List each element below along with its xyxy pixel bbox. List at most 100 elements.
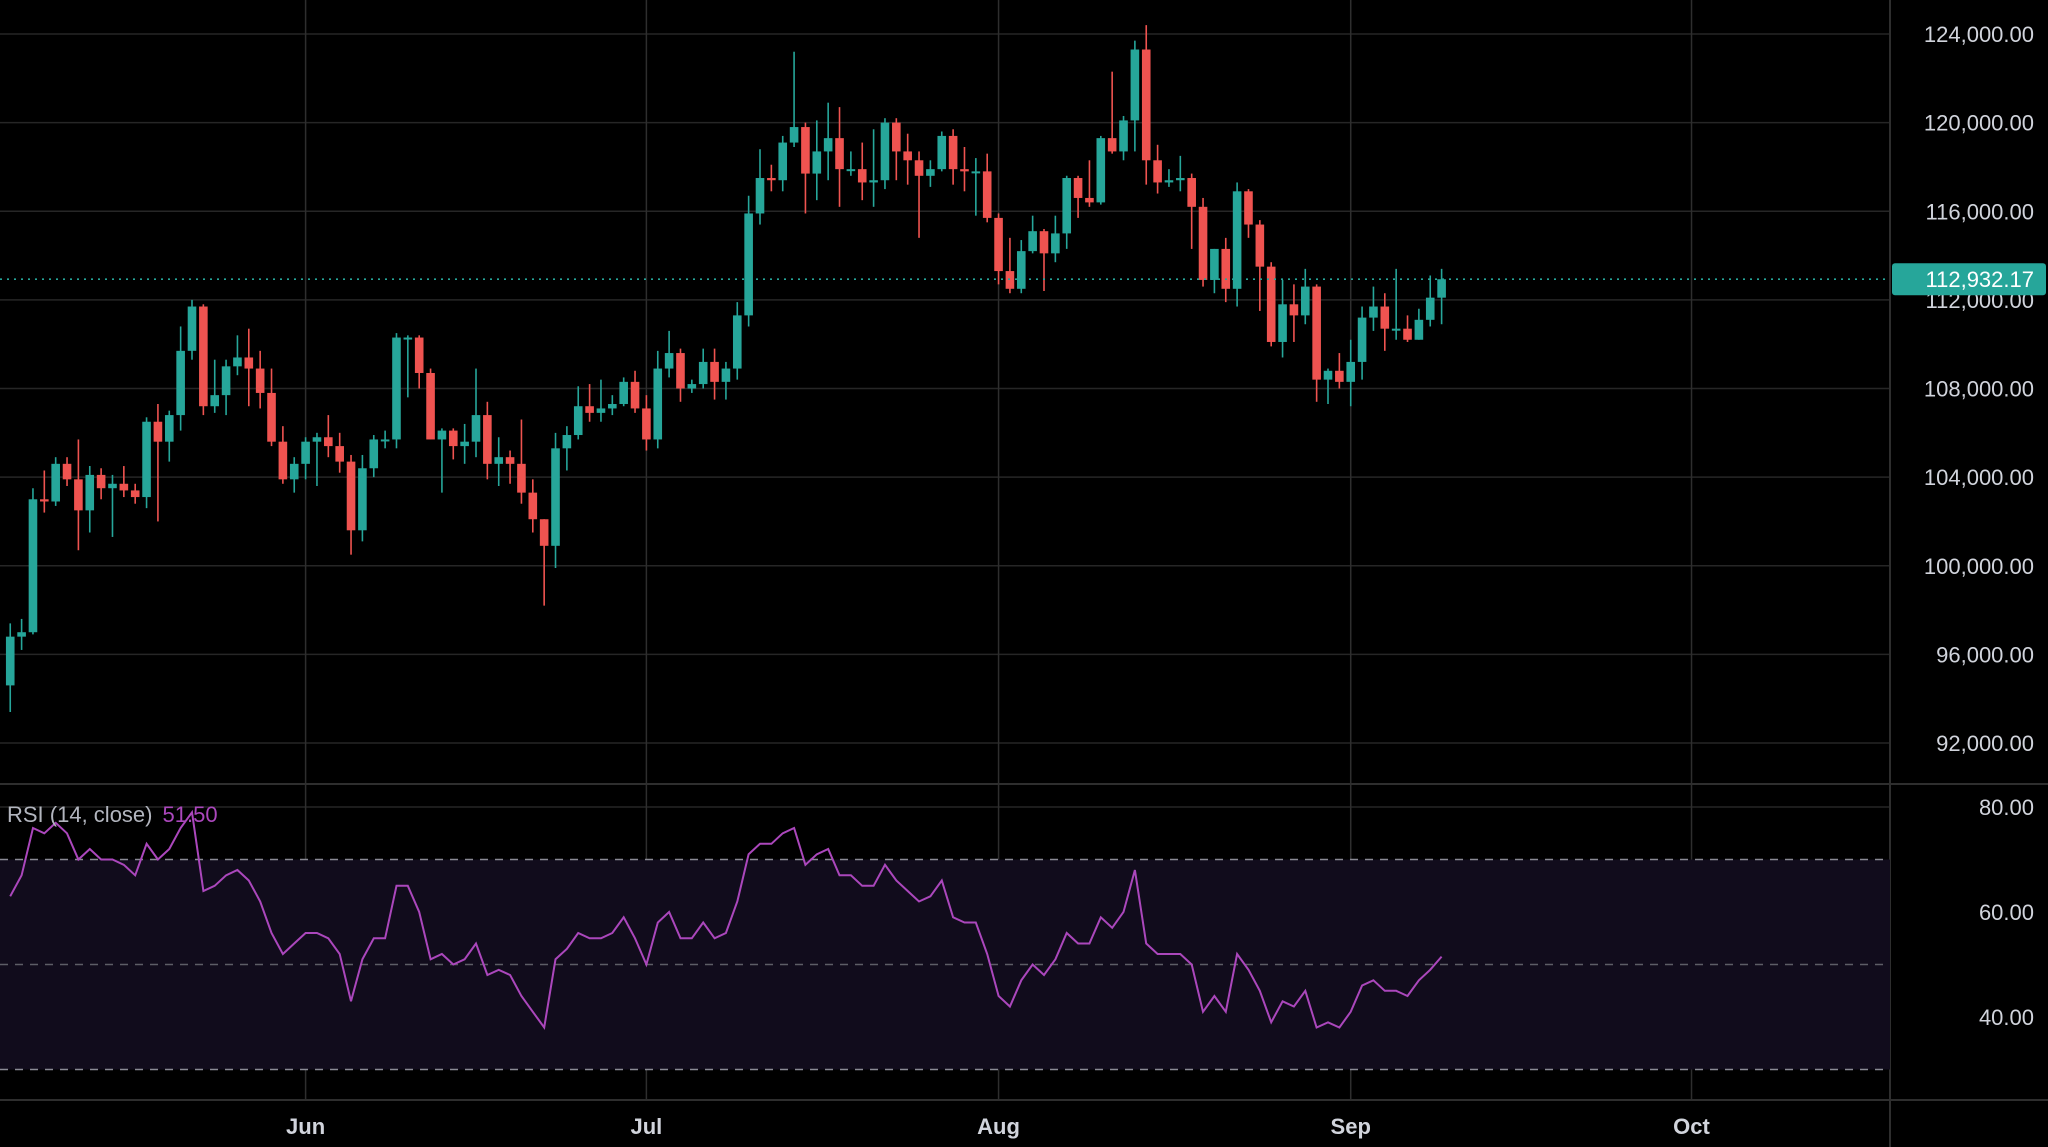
rsi-band (0, 858, 1890, 1071)
time-tick-label: Aug (977, 1114, 1020, 1139)
candle (142, 417, 151, 509)
rsi-title: RSI (14, close) (7, 802, 153, 827)
candle-body (687, 384, 697, 389)
candle-body (1028, 231, 1037, 252)
candle-body (823, 138, 833, 152)
candle-body (642, 408, 651, 440)
candle-body (1176, 178, 1185, 181)
candle-body (403, 337, 413, 340)
candle (505, 450, 515, 484)
candle-body (1357, 317, 1367, 362)
candle (130, 483, 140, 504)
price-tick-label: 100,000.00 (1924, 554, 2034, 579)
candle-body (1300, 286, 1310, 316)
candle (869, 129, 878, 207)
time-tick-label: Sep (1331, 1114, 1371, 1139)
candle-body (1425, 297, 1435, 320)
candle-body (301, 441, 310, 464)
candle-body (1380, 306, 1390, 329)
candle-body (108, 483, 117, 489)
candle-body (267, 392, 276, 442)
candle (1028, 215, 1037, 254)
candle (812, 120, 822, 201)
candle (96, 468, 106, 500)
candle-body (608, 404, 617, 409)
candle-body (1369, 306, 1378, 318)
candle-body (483, 415, 492, 464)
candle-body (948, 135, 958, 170)
candle-body (1141, 49, 1151, 161)
time-tick-label: Oct (1673, 1114, 1710, 1139)
candle-body (1062, 178, 1072, 234)
candle-body (971, 171, 981, 174)
candle (823, 102, 833, 181)
candle (1403, 315, 1412, 342)
candle (880, 118, 890, 190)
candle (233, 335, 242, 376)
candle-body (835, 138, 844, 170)
candle (948, 129, 958, 185)
candle (835, 107, 844, 207)
time-axis[interactable]: Jun Jul Aug Sep Oct (286, 1114, 1710, 1139)
rsi-axis[interactable]: 80.00 60.00 40.00 (1979, 795, 2034, 1030)
candle (1278, 279, 1287, 358)
candle-body (1039, 231, 1049, 254)
candle (403, 335, 413, 398)
candle (244, 328, 254, 407)
candle (562, 426, 572, 471)
candle (1266, 262, 1276, 347)
candle (1176, 155, 1185, 192)
candle-body (1164, 180, 1174, 183)
candle-body (1221, 248, 1231, 289)
candle-body (1130, 49, 1140, 121)
price-axis[interactable]: 124,000.00120,000.00116,000.00112,000.00… (1892, 22, 2046, 756)
candle-body (1278, 304, 1287, 342)
candle-body (744, 213, 753, 316)
candle-body (278, 441, 288, 480)
candle-body (1210, 248, 1219, 280)
candle-body (187, 306, 197, 351)
candle (596, 379, 606, 422)
candle-body (812, 151, 822, 174)
price-tick-label: 96,000.00 (1936, 642, 2034, 667)
price-tick-label: 104,000.00 (1924, 465, 2034, 490)
candle (108, 474, 117, 537)
candle (153, 404, 163, 522)
candle (585, 384, 594, 422)
candle (335, 432, 344, 473)
candle-body (199, 306, 208, 407)
candle-body (698, 361, 708, 385)
candle-body (119, 483, 129, 491)
candle-body (1346, 361, 1356, 382)
candle (301, 437, 310, 480)
candle (1198, 197, 1208, 287)
candle-body (1073, 178, 1083, 198)
candle (1300, 268, 1310, 325)
candle (51, 457, 60, 506)
candle-body (1335, 370, 1344, 382)
candle (710, 348, 719, 400)
candle-body (85, 474, 95, 511)
candle (164, 410, 174, 462)
price-tick-label: 108,000.00 (1924, 377, 2034, 402)
candle-body (653, 368, 663, 440)
candle (17, 618, 26, 650)
candle-body (880, 122, 890, 181)
candle-body (96, 474, 106, 489)
candle (85, 466, 95, 533)
candle (1335, 353, 1344, 389)
candle (1130, 40, 1140, 152)
candle (1210, 248, 1219, 294)
rsi-legend[interactable]: RSI (14, close) 51.50 (7, 802, 218, 828)
candle (1255, 220, 1265, 311)
rsi-tick-label: 80.00 (1979, 795, 2034, 820)
candle (324, 415, 333, 458)
candle-body (380, 439, 390, 442)
candle (664, 330, 674, 378)
candle (426, 368, 435, 440)
rsi-line (9, 809, 1443, 1031)
rsi-tick-label: 60.00 (1979, 900, 2034, 925)
candle (1153, 144, 1162, 194)
candle (437, 428, 447, 493)
